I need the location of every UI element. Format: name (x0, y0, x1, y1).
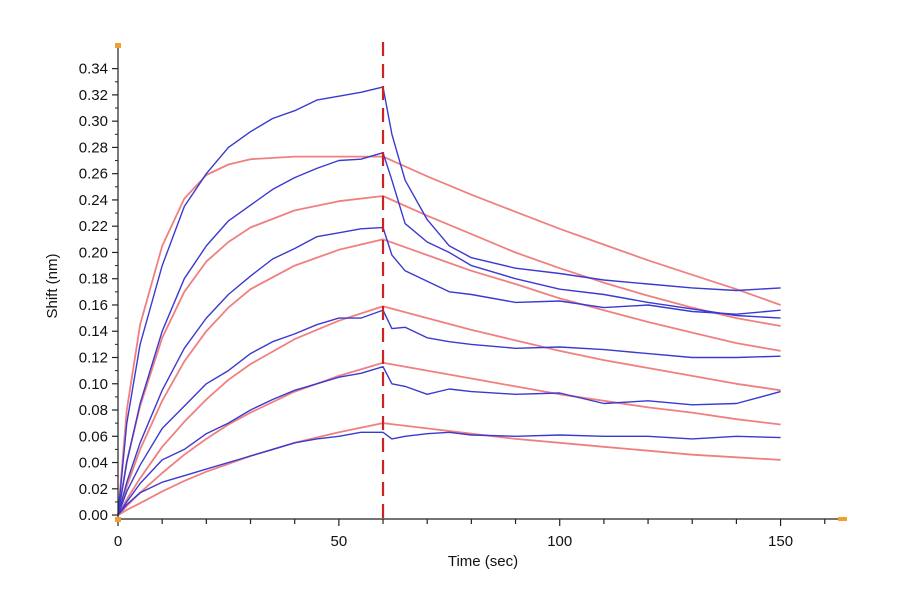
x-tick-label: 150 (768, 533, 793, 550)
y-tick-label: 0.16 (79, 297, 108, 314)
measured-curve-5 (117, 366, 781, 516)
y-tick-label: 0.30 (79, 113, 108, 130)
x-tick-label: 100 (547, 533, 572, 550)
y-tick-label: 0.22 (79, 218, 108, 235)
y-tick-label: 0.10 (79, 376, 108, 393)
y-tick-label: 0.02 (79, 481, 108, 498)
measured-curve-6 (117, 431, 781, 516)
x-axis-ticks: 0 50 100 150 (114, 519, 826, 550)
measured-curve-4 (117, 309, 781, 516)
fit-curve-5 (117, 361, 781, 516)
y-tick-label: 0.20 (79, 244, 108, 261)
axis-end-marker-top (115, 43, 121, 48)
y-axis-title: Shift (nm) (44, 253, 61, 318)
x-tick-label: 0 (114, 533, 122, 550)
measured-curve-2 (117, 151, 781, 516)
y-tick-label: 0.34 (79, 61, 108, 78)
y-axis-ticks: 0.00 0.02 0.04 0.06 0.08 0.10 0.12 0.14 0.16 0.18… (79, 61, 118, 524)
x-tick-label: 50 (331, 533, 348, 550)
y-tick-label: 0.18 (79, 271, 108, 288)
y-tick-label: 0.32 (79, 87, 108, 104)
axis-end-marker-right (838, 517, 847, 521)
x-axis-title: Time (sec) (448, 553, 518, 570)
y-tick-label: 0.28 (79, 139, 108, 156)
fit-curve-1 (117, 155, 781, 516)
measured-curve-3 (117, 226, 781, 516)
y-tick-label: 0.26 (79, 166, 108, 183)
y-tick-label: 0.14 (79, 323, 108, 340)
axis-origin-marker (115, 517, 121, 522)
measured-curve-1 (117, 86, 781, 516)
y-tick-label: 0.12 (79, 349, 108, 366)
fit-curve-3 (117, 238, 781, 516)
y-tick-label: 0.24 (79, 192, 108, 209)
y-tick-label: 0.04 (79, 455, 108, 472)
fit-curve-6 (117, 422, 781, 516)
fit-curve-2 (117, 195, 781, 516)
corner-marks (115, 43, 847, 522)
y-tick-label: 0.06 (79, 428, 108, 445)
y-tick-label: 0.00 (79, 507, 108, 524)
series-layer (117, 86, 781, 516)
axes-layer: 0.00 0.02 0.04 0.06 0.08 0.10 0.12 0.14 0.16 0.18… (79, 43, 847, 550)
y-tick-label: 0.08 (79, 402, 108, 419)
fit-curve-4 (117, 305, 781, 516)
